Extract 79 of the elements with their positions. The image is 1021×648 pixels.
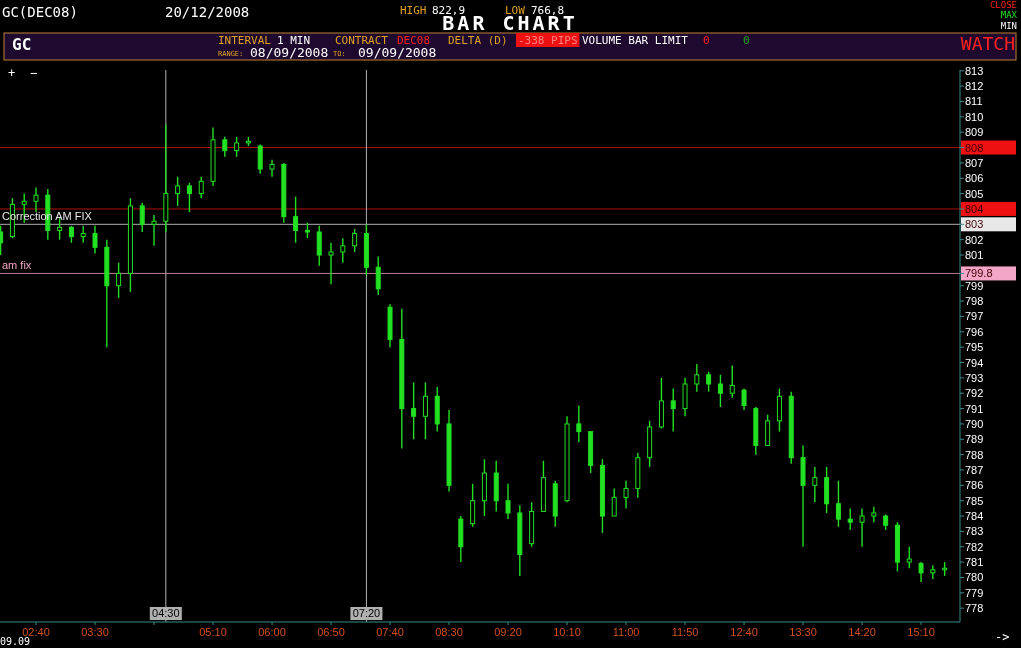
y-tick-label: 782 xyxy=(965,540,984,553)
annotation: − xyxy=(30,66,38,80)
y-tick-label: 781 xyxy=(965,556,984,569)
text: 766,8 xyxy=(531,4,565,17)
y-tick-label: 788 xyxy=(965,448,984,461)
text: 1 MIN xyxy=(277,34,311,47)
text: CLOSE xyxy=(989,0,1017,10)
y-tick-label: 779 xyxy=(965,586,984,599)
y-tick-label: 783 xyxy=(965,525,984,538)
x-tick-label: 09:20 xyxy=(494,626,522,638)
text: DELTA (D) xyxy=(448,34,508,47)
text: GC(DEC08) xyxy=(2,4,78,20)
y-tick-label: 805 xyxy=(965,187,984,200)
text: HIGH xyxy=(400,4,427,17)
x-tick-label: 15:10 xyxy=(907,626,935,638)
y-tick-label: 791 xyxy=(965,402,984,415)
x-tick-label: 06:50 xyxy=(317,626,345,638)
y-tick-label: 804 xyxy=(965,202,984,215)
y-tick-label: 794 xyxy=(965,356,984,369)
y-tick-label: 793 xyxy=(965,371,984,384)
x-tick-label: 10:10 xyxy=(553,626,581,638)
x-tick-label: 02:40 xyxy=(22,626,50,638)
y-tick-label: 801 xyxy=(965,249,984,262)
y-tick-label: 806 xyxy=(965,172,984,185)
y-tick-label: 796 xyxy=(965,325,984,338)
text: WATCH xyxy=(960,33,1015,54)
annotation: + xyxy=(8,66,16,80)
y-tick-label: 799 xyxy=(965,279,984,292)
y-tick-label: 787 xyxy=(965,463,984,476)
text: GC xyxy=(12,35,32,54)
y-tick-label: 786 xyxy=(965,479,984,492)
text: 09/09/2008 xyxy=(358,45,437,60)
y-tick-label: 809 xyxy=(965,126,984,139)
x-tick-label: 03:30 xyxy=(81,626,109,638)
x-tick-label: 07:40 xyxy=(376,626,404,638)
text: MAX xyxy=(1000,10,1018,20)
text: LOW xyxy=(505,4,526,17)
text: INTERVAL xyxy=(218,34,272,47)
text: -> xyxy=(995,630,1010,644)
text: DEC08 xyxy=(397,34,431,47)
x-tick-label: 06:00 xyxy=(258,626,286,638)
text: 0 xyxy=(703,34,710,47)
y-tick-label: 795 xyxy=(965,341,984,354)
text: 09.09 xyxy=(0,636,31,647)
text: VOLUME BAR LIMIT xyxy=(582,34,689,47)
x-tick-label: 11:50 xyxy=(671,626,699,638)
y-tick-label: 780 xyxy=(965,571,984,584)
y-tick-label: 807 xyxy=(965,156,984,169)
y-tick-label: 802 xyxy=(965,233,984,246)
y-tick-label: 810 xyxy=(965,110,984,123)
y-tick-label: 798 xyxy=(965,295,984,308)
y-tick-label: 785 xyxy=(965,494,984,507)
y-tick-label: 813 xyxy=(965,64,984,77)
text: -338 PIPS xyxy=(518,34,578,47)
text: 08/09/2008 xyxy=(250,45,329,60)
ref-line-label: 04:30 xyxy=(152,607,180,619)
text: 20/12/2008 xyxy=(165,4,250,20)
text: CONTRACT xyxy=(335,34,389,47)
ref-line-label: am fix xyxy=(2,259,32,272)
y-tick-label: 784 xyxy=(965,510,984,523)
y-tick-label: 799.8 xyxy=(965,267,993,280)
y-tick-label: 808 xyxy=(965,141,984,154)
y-tick-label: 797 xyxy=(965,310,984,323)
x-tick-label: 11:00 xyxy=(612,626,640,638)
y-tick-label: 789 xyxy=(965,433,984,446)
ref-line-label: 07:20 xyxy=(352,607,381,619)
y-tick-label: 792 xyxy=(965,387,984,400)
x-tick-label: 14:20 xyxy=(848,626,876,638)
y-tick-label: 790 xyxy=(965,417,984,430)
x-tick-label: 13:30 xyxy=(789,626,817,638)
y-tick-label: 812 xyxy=(965,80,984,93)
text: MIN xyxy=(1000,21,1017,31)
x-tick-label: 05:10 xyxy=(199,626,227,638)
y-tick-label: 803 xyxy=(965,218,984,231)
text: 0 xyxy=(743,34,750,47)
y-tick-label: 811 xyxy=(965,95,983,108)
x-tick-label: 12:40 xyxy=(730,626,758,638)
y-tick-label: 778 xyxy=(965,602,984,615)
x-tick-label: 08:30 xyxy=(435,626,463,638)
